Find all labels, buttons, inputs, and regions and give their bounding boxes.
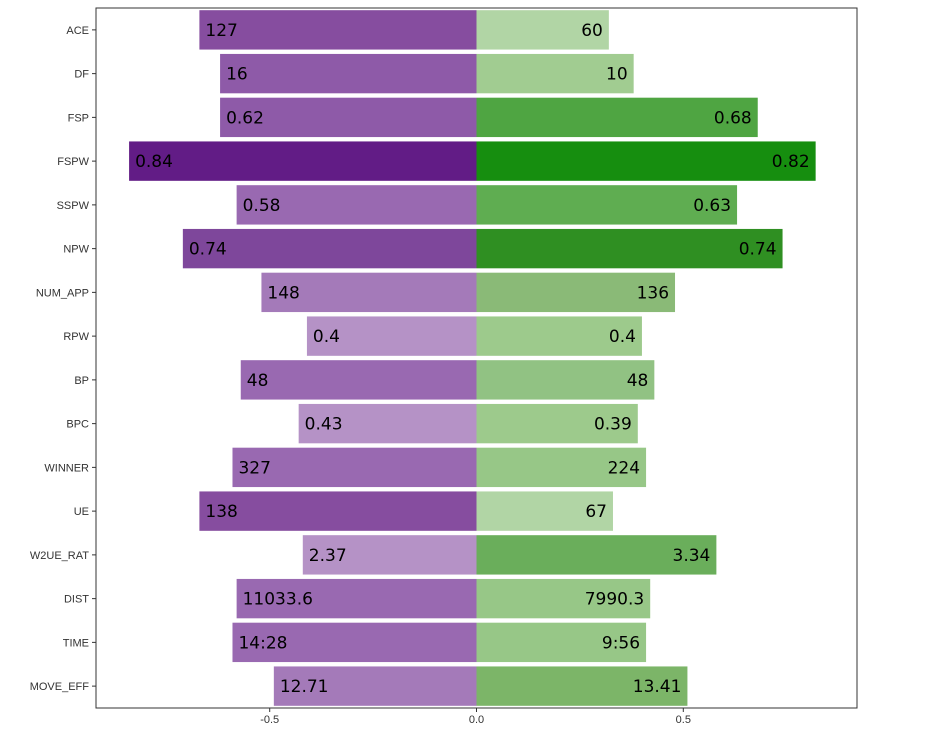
bar-left-ue [199, 491, 477, 531]
bar-left-fspw [129, 141, 477, 181]
bar-label-left: 14:28 [238, 633, 287, 653]
y-tick-label: TIME [63, 637, 89, 649]
bar-label-left: 327 [238, 458, 270, 478]
y-axis: ACE DF FSP FSPW SSPW NPW NUM_APP RPW BP BPC WINNER… [30, 25, 96, 693]
bar-right-move-eff [476, 666, 688, 706]
x-tick-label: 0.5 [676, 714, 691, 726]
bar-left-winner [232, 447, 477, 488]
bar-left-time [232, 622, 477, 663]
bar-right-ace [476, 10, 609, 50]
y-tick-label: NUM_APP [36, 287, 89, 299]
bar-label-left: 0.74 [189, 240, 227, 260]
bar-right-dist [476, 578, 651, 619]
bar-label-right: 48 [627, 371, 649, 391]
bar-right-w2ue-rat [476, 535, 717, 575]
bar-right-fsp [476, 97, 758, 138]
right-bars [476, 10, 816, 706]
bar-left-fsp [220, 97, 477, 138]
bar-left-ace [199, 10, 477, 50]
bar-left-sspw [236, 185, 477, 225]
bar-label-left: 12.71 [280, 677, 329, 697]
bar-left-npw [182, 228, 477, 269]
bar-label-right: 0.63 [693, 196, 731, 216]
bar-label-right: 0.4 [609, 327, 636, 347]
bar-left-move-eff [273, 666, 477, 706]
bar-label-right: 0.68 [714, 108, 752, 128]
bar-label-left: 0.62 [226, 108, 264, 128]
bar-right-winner [476, 447, 647, 488]
x-tick-label: -0.5 [260, 714, 279, 726]
y-tick-label: NPW [63, 244, 89, 256]
bar-label-left: 0.43 [305, 415, 343, 435]
bar-label-left: 16 [226, 65, 248, 85]
bar-label-right: 67 [585, 502, 607, 522]
bar-right-bpc [476, 403, 638, 444]
bar-label-right: 0.82 [772, 152, 810, 172]
bar-label-left: 48 [247, 371, 269, 391]
bar-label-left: 2.37 [309, 546, 347, 566]
x-tick-label: 0.0 [469, 714, 484, 726]
y-tick-label: BPC [66, 419, 89, 431]
bar-right-ue [476, 491, 613, 531]
bar-label-left: 0.58 [243, 196, 281, 216]
bar-label-right: 9:56 [602, 633, 640, 653]
bar-label-left: 138 [205, 502, 237, 522]
bar-label-left: 127 [205, 21, 237, 41]
y-tick-label: FSP [68, 112, 89, 124]
bar-right-rpw [476, 316, 642, 356]
bar-value-labels: 127 16 0.62 0.84 0.58 0.74 148 0.4 48 0.43 327 138 2… [135, 21, 810, 697]
y-tick-label: DF [74, 69, 89, 81]
bar-left-rpw [306, 316, 477, 356]
bar-label-right: 60 [581, 21, 603, 41]
bar-label-right: 13.41 [633, 677, 682, 697]
bar-label-left: 11033.6 [243, 590, 313, 610]
bar-right-npw [476, 228, 783, 269]
bar-label-right: 3.34 [673, 546, 711, 566]
y-tick-label: ACE [66, 25, 89, 37]
bar-label-right: 10 [606, 65, 628, 85]
bar-right-time [476, 622, 647, 663]
y-tick-label: W2UE_RAT [30, 550, 89, 562]
y-tick-label: WINNER [44, 462, 89, 474]
bar-left-bp [240, 360, 477, 400]
bar-right-num-app [476, 272, 676, 313]
bar-label-right: 224 [608, 458, 640, 478]
bar-left-w2ue-rat [302, 535, 477, 575]
y-tick-label: BP [74, 375, 89, 387]
bar-left-dist [236, 578, 477, 619]
bar-left-num-app [261, 272, 477, 313]
bar-right-bp [476, 360, 655, 400]
bar-left-bpc [298, 403, 477, 444]
bar-label-left: 148 [267, 283, 299, 303]
bar-left-df [220, 53, 477, 94]
bar-right-fspw [476, 141, 816, 181]
bar-label-right: 136 [637, 283, 669, 303]
y-tick-label: MOVE_EFF [30, 681, 90, 693]
y-tick-label: DIST [64, 594, 89, 606]
bar-label-left: 0.4 [313, 327, 340, 347]
bar-right-df [476, 53, 634, 94]
bar-label-right: 0.39 [594, 415, 632, 435]
bar-right-sspw [476, 185, 738, 225]
x-axis: -0.5 0.0 0.5 [260, 708, 691, 726]
y-tick-label: UE [74, 506, 89, 518]
bar-label-right: 7990.3 [585, 590, 644, 610]
y-tick-label: SSPW [57, 200, 90, 212]
bar-label-left: 0.84 [135, 152, 173, 172]
y-tick-label: RPW [63, 331, 89, 343]
left-bars [129, 10, 477, 706]
bar-label-right: 0.74 [739, 240, 777, 260]
y-tick-label: FSPW [57, 156, 89, 168]
